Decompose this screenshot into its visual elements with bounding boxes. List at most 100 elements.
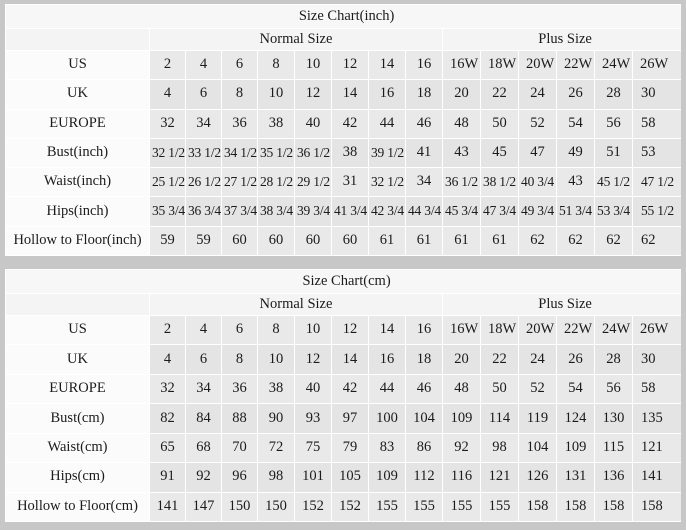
cell: 61: [480, 225, 519, 257]
cell: 56: [594, 108, 633, 139]
row-label-bust-cm: Bust(cm): [5, 403, 150, 434]
group-header-row: Normal Size Plus Size: [5, 28, 686, 51]
cell: 40: [294, 373, 332, 405]
cell: 38 3/4: [257, 196, 295, 227]
cell: 6: [221, 49, 258, 81]
cell: 130: [594, 403, 633, 434]
cell: 12: [294, 344, 332, 375]
cell: 60: [221, 225, 258, 257]
cell: 136: [594, 462, 633, 493]
cell: 46: [405, 108, 443, 139]
cell: 16: [368, 344, 406, 375]
cell: 20W: [518, 314, 557, 346]
cell: 60: [294, 225, 332, 257]
chart-title: Size Chart(cm): [4, 269, 686, 294]
cell: 2: [149, 49, 186, 81]
cell: 96: [221, 462, 258, 493]
cell: 61: [442, 225, 481, 257]
table-row: Hollow to Floor(cm) 141 147 150 150 152 152 155…: [5, 491, 686, 523]
table-row: EUROPE 32 34 36 38 40 42 44 46 48 50 52 54 56 58: [5, 373, 686, 405]
cell: 135: [631, 403, 686, 434]
cell: 49 3/4: [518, 196, 557, 227]
cell: 8: [221, 344, 258, 375]
cell: 59: [149, 225, 186, 257]
cell: 62: [556, 225, 595, 257]
cell: 54: [556, 108, 595, 139]
cell: 42: [331, 108, 369, 139]
cell: 83: [368, 432, 406, 464]
cell: 6: [185, 344, 222, 375]
cell: 121: [480, 462, 519, 493]
cell: 28: [594, 79, 633, 110]
cell: 109: [368, 462, 406, 493]
cell: 29 1/2: [294, 167, 332, 198]
table-row: EUROPE 32 34 36 38 40 42 44 46 48 50 52 54 56 58: [5, 108, 686, 139]
cell: 56: [594, 373, 633, 405]
cell: 158: [631, 491, 686, 523]
cell: 72: [257, 432, 295, 464]
cell: 8: [221, 79, 258, 110]
cell: 90: [257, 403, 295, 434]
cell: 44: [368, 373, 406, 405]
cell: 61: [368, 225, 406, 257]
cell: 41 3/4: [331, 196, 369, 227]
row-label-bust-inch: Bust(inch): [5, 137, 150, 169]
cell: 26 1/2: [185, 167, 222, 198]
cell: 62: [631, 225, 686, 257]
cell: 18: [405, 79, 443, 110]
cell: 61: [405, 225, 443, 257]
cell: 98: [257, 462, 295, 493]
cell: 18W: [480, 49, 519, 81]
cell: 20: [442, 79, 481, 110]
cell: 155: [442, 491, 481, 523]
cell: 10: [294, 49, 332, 81]
cell: 10: [294, 314, 332, 346]
cell: 62: [594, 225, 633, 257]
cell: 79: [331, 432, 369, 464]
cell: 24W: [594, 49, 633, 81]
cell: 150: [257, 491, 295, 523]
cell: 141: [149, 491, 186, 523]
cell: 92: [185, 462, 222, 493]
cell: 112: [405, 462, 443, 493]
group-header-plus-size: Plus Size: [441, 293, 686, 316]
cell: 98: [480, 432, 519, 464]
group-header-normal-size: Normal Size: [149, 293, 443, 316]
cell: 27 1/2: [221, 167, 258, 198]
cell: 10: [257, 344, 295, 375]
cell: 38 1/2: [480, 167, 519, 198]
cell: 152: [331, 491, 369, 523]
cell: 43: [442, 137, 481, 169]
table-row: Waist(cm) 65 68 70 72 75 79 83 86 92 98 104 109 115 12…: [5, 432, 686, 464]
cell: 20: [442, 344, 481, 375]
cell: 4: [149, 79, 186, 110]
cell: 22: [480, 79, 519, 110]
cell: 40 3/4: [518, 167, 557, 198]
cell: 34: [405, 167, 443, 198]
cell: 12: [331, 314, 369, 346]
cell: 30: [631, 79, 686, 110]
cell: 62: [518, 225, 557, 257]
cell: 86: [405, 432, 443, 464]
group-header-row: Normal Size Plus Size: [5, 293, 686, 316]
cell: 16: [405, 314, 443, 346]
cell: 152: [294, 491, 332, 523]
group-header-plus-size: Plus Size: [441, 28, 686, 51]
cell: 51: [594, 137, 633, 169]
cell: 104: [405, 403, 443, 434]
cell: 131: [556, 462, 595, 493]
row-label-europe: EUROPE: [5, 373, 150, 405]
table-row: Hips(cm) 91 92 96 98 101 105 109 112 116 121 126 131…: [5, 462, 686, 493]
cell: 70: [221, 432, 258, 464]
cell: 58: [631, 108, 686, 139]
cell: 40: [294, 108, 332, 139]
cell: 33 1/2: [185, 137, 222, 169]
left-margin-strip: [0, 0, 5, 530]
cell: 38: [257, 108, 295, 139]
cell: 75: [294, 432, 332, 464]
cell: 39 3/4: [294, 196, 332, 227]
cell: 8: [257, 49, 295, 81]
cell: 116: [442, 462, 481, 493]
cell: 47 1/2: [631, 167, 686, 198]
